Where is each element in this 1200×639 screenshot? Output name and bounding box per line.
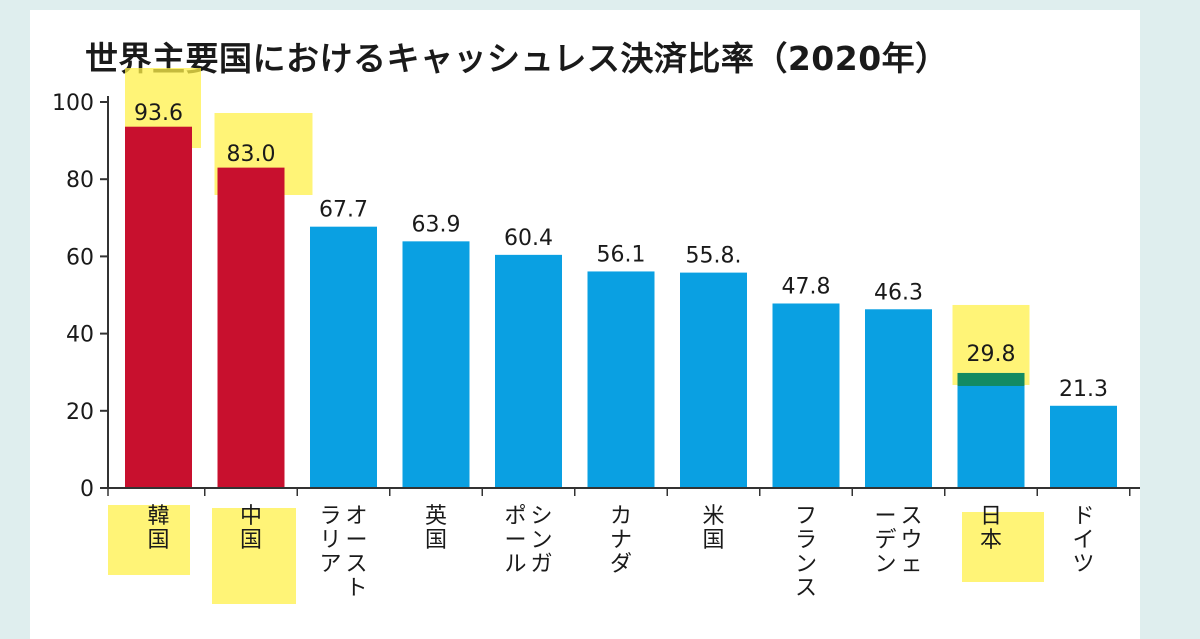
value-marker-highlight [952, 304, 1030, 385]
category-label: 米国 [702, 504, 724, 553]
bar-top-band [957, 372, 1025, 386]
data-label: 29.8 [967, 342, 1016, 367]
category-marker-highlight [212, 508, 296, 604]
category-label: ドイツ [1072, 504, 1094, 577]
bar-8 [772, 303, 840, 488]
data-label: 63.9 [412, 212, 461, 237]
bar-1 [125, 126, 192, 488]
bar-3 [310, 226, 377, 489]
category-label: 韓国 [147, 504, 169, 553]
chart-title: 世界主要国におけるキャッシュレス決済比率（2020年） [85, 39, 949, 78]
category-label: オーストラリア [319, 504, 367, 601]
category-label: フランス [795, 504, 817, 601]
bar-9 [865, 309, 932, 488]
data-label: 60.4 [504, 226, 553, 251]
bar-7 [680, 272, 747, 488]
bar-2 [217, 167, 285, 488]
category-label: スウェーデン [874, 504, 922, 577]
bar-4 [402, 241, 470, 488]
category-label: シンガポール [504, 504, 552, 577]
data-label: 55.8. [686, 244, 742, 269]
data-label: 67.7 [319, 198, 368, 223]
y-tick-label: 40 [66, 323, 94, 348]
category-marker-highlight [962, 512, 1044, 582]
data-label: 93.6 [134, 101, 183, 126]
bar-5 [495, 254, 562, 488]
y-tick-label: 0 [80, 477, 94, 502]
data-label: 56.1 [597, 242, 646, 267]
y-tick-label: 60 [66, 245, 94, 270]
bar-6 [587, 271, 655, 488]
category-label: 日本 [980, 504, 1002, 553]
category-label: 中国 [240, 504, 262, 553]
data-label: 46.3 [874, 280, 923, 305]
data-label: 21.3 [1059, 377, 1108, 402]
category-marker-highlight [108, 505, 190, 575]
y-tick-label: 80 [66, 168, 94, 193]
y-tick-label: 100 [52, 91, 94, 116]
bar-11 [1050, 405, 1117, 488]
category-label: カナダ [610, 504, 632, 577]
category-label: 英国 [425, 504, 447, 553]
data-label: 47.8 [782, 274, 831, 299]
data-label: 83.0 [227, 142, 276, 167]
y-tick-label: 20 [66, 400, 94, 425]
bar-10 [957, 372, 1025, 488]
